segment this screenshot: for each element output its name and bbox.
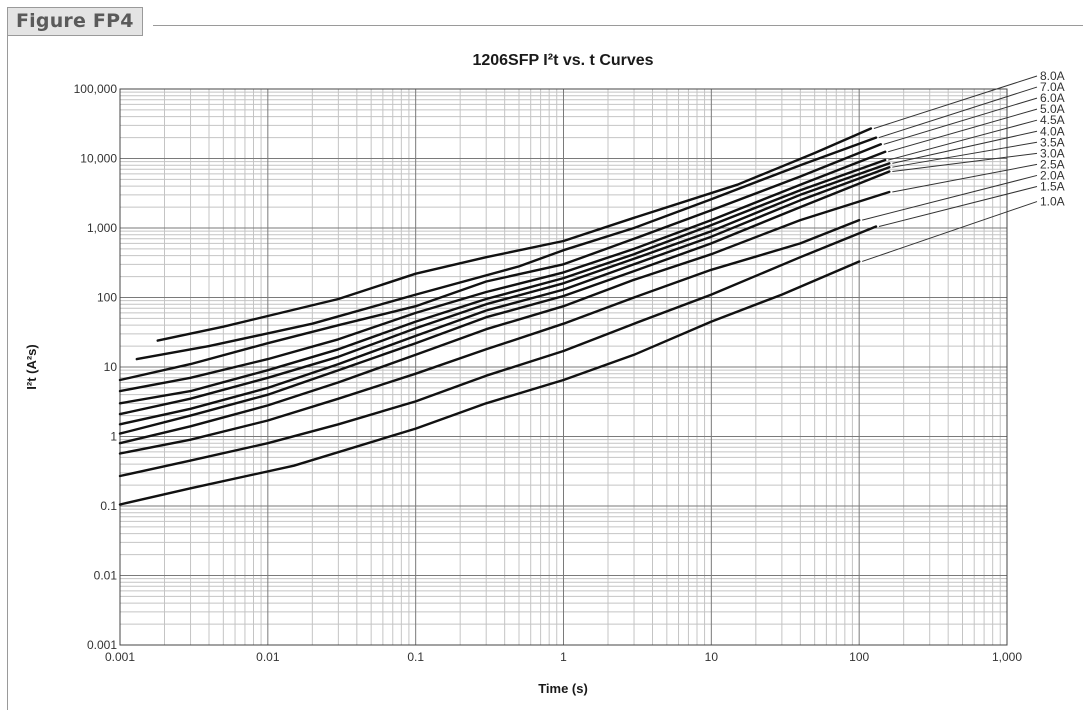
- y-tick-label: 0.1: [100, 499, 117, 513]
- series-line: [118, 143, 882, 382]
- x-tick-label: 0.1: [407, 650, 424, 664]
- x-axis-label: Time (s): [538, 681, 588, 696]
- y-tick-label: 100: [97, 291, 117, 305]
- x-tick-label: 1,000: [992, 650, 1022, 664]
- series-line: [118, 158, 887, 405]
- leader-line: [892, 141, 1038, 168]
- y-tick-label: 0.01: [94, 569, 118, 583]
- leader-line: [883, 97, 1038, 145]
- series-label: 1.5A: [1040, 180, 1065, 194]
- figure-frame: Figure FP4: [3, 3, 1083, 710]
- figure-label: Figure FP4: [7, 7, 143, 36]
- y-tick-labels: 0.001 0.01 0.1 1 10 100 1,000 10,000 100,000: [74, 82, 118, 652]
- y-tick-label: 0.001: [87, 638, 117, 652]
- series-line: [118, 166, 891, 426]
- series-label: 4.0A: [1040, 124, 1065, 138]
- y-tick-label: 1,000: [87, 221, 117, 235]
- series-label: 8.0A: [1040, 69, 1065, 83]
- y-axis-label: I²t (A²s): [24, 344, 39, 390]
- series-label: 2.0A: [1040, 168, 1065, 182]
- x-tick-labels: 0.001 0.01 0.1 1 10 100 1,000: [105, 650, 1022, 664]
- leader-line: [862, 174, 1038, 221]
- leader-line: [873, 75, 1038, 129]
- series-label: 3.5A: [1040, 135, 1065, 149]
- leader-line: [878, 186, 1038, 228]
- series-line: [135, 136, 878, 361]
- series-lines: [118, 127, 891, 506]
- series-line: [118, 218, 861, 455]
- series-label: 4.5A: [1040, 113, 1065, 127]
- y-tick-label: 1: [110, 430, 117, 444]
- x-tick-label: 0.001: [105, 650, 135, 664]
- leader-line: [892, 130, 1038, 164]
- frame-top-rule: [153, 25, 1083, 26]
- series-label: 2.5A: [1040, 157, 1065, 171]
- series-labels: 8.0A7.0A6.0A5.0A4.5A4.0A3.5A3.0A2.5A2.0A…: [1040, 69, 1065, 209]
- series-line: [118, 150, 887, 393]
- series-label: 3.0A: [1040, 146, 1065, 160]
- series-line: [118, 260, 861, 506]
- y-tick-label: 10,000: [80, 152, 117, 166]
- leader-line: [862, 201, 1038, 262]
- y-tick-label: 100,000: [74, 82, 118, 96]
- series-line: [118, 225, 878, 478]
- x-tick-label: 10: [705, 650, 719, 664]
- plot-frame: [119, 88, 1008, 646]
- series-line: [156, 127, 873, 342]
- frame-left-rule: [7, 34, 8, 710]
- leader-line: [888, 119, 1038, 161]
- series-line: [118, 170, 891, 435]
- series-label: 7.0A: [1040, 80, 1065, 94]
- leader-line: [892, 152, 1038, 172]
- series-line: [118, 162, 891, 416]
- y-tick-label: 10: [104, 360, 118, 374]
- leader-line: [892, 163, 1038, 193]
- x-tick-label: 0.01: [256, 650, 280, 664]
- series-label: 6.0A: [1040, 91, 1065, 105]
- series-line: [118, 190, 891, 445]
- leader-line: [878, 86, 1038, 139]
- x-tick-label: 1: [560, 650, 567, 664]
- x-tick-label: 100: [849, 650, 869, 664]
- curve-leader-lines: [862, 75, 1038, 262]
- leader-line: [888, 108, 1038, 153]
- series-label: 1.0A: [1040, 195, 1065, 209]
- chart-title: 1206SFP I²t vs. t Curves: [472, 52, 653, 69]
- series-label: 5.0A: [1040, 102, 1065, 116]
